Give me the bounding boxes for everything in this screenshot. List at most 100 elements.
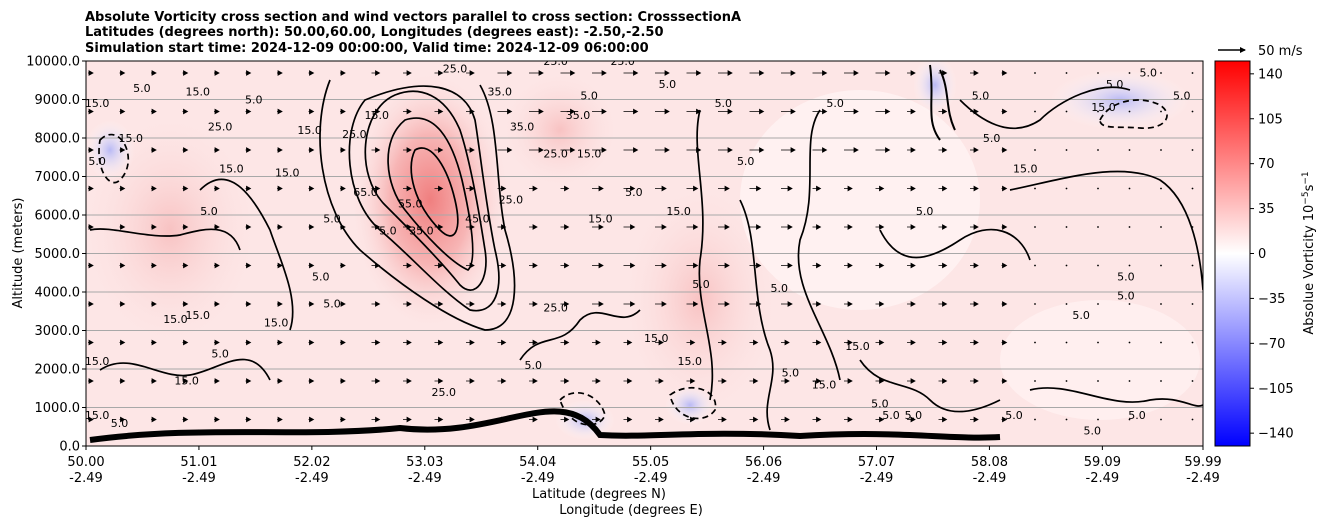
wind-vector [781,185,793,192]
wind-vector [340,147,346,153]
y-tick-label: 8000.0 [35,132,81,147]
wind-vector [497,339,507,346]
wind-vector [844,70,859,76]
wind-vector [277,70,283,76]
wind-vector [182,416,189,423]
wind-vector [560,70,576,76]
wind-vector [592,70,607,76]
contour-label: 5.0 [882,409,900,422]
wind-vector [1065,341,1068,344]
chart-title-line-1: Absolute Vorticity cross section and win… [85,10,741,25]
wind-vector [340,70,346,76]
contour-label: 5.0 [88,155,106,168]
wind-vector [749,70,765,76]
wind-vector [119,301,126,307]
wind-vector [88,108,94,115]
contour-label: 15.0 [297,124,322,137]
wind-vector [686,262,699,269]
wind-vector [560,108,576,115]
wind-vector [1001,416,1008,423]
wind-vector [308,185,315,192]
wind-vector [592,108,607,115]
wind-vector [1001,185,1008,192]
wind-vector [623,339,633,346]
wind-vector [497,416,507,423]
wind-vector [844,378,853,384]
wind-vector [1065,226,1068,228]
wind-vector [655,378,664,384]
wind-vector [844,108,859,115]
wind-vectors [88,70,1194,423]
wind-vector [655,301,667,307]
wind-vector [214,301,220,307]
contour-label: 25.0 [499,193,524,206]
x-axis: 50.00-2.4951.01-2.4952.02-2.4953.03-2.49… [67,446,1222,486]
wind-vector [214,147,220,153]
wind-vector [749,262,762,269]
x-axis-label-lat: Latitude (degrees N) [532,487,666,502]
contour-label: 5.0 [692,278,710,291]
contour-label: 5.0 [211,347,229,360]
contour-label: 55.0 [398,197,423,210]
colorbar-label-text: Absolue Vorticity 10 [1302,205,1317,335]
wind-vector [466,262,475,269]
wind-vector [1128,303,1131,305]
wind-vector [1097,149,1099,151]
wind-vector [749,108,765,115]
wind-vector [812,224,822,230]
wind-vector [970,108,979,115]
wind-vector [781,378,790,384]
wind-vector [623,416,633,423]
wind-vector [88,185,94,192]
wind-vector [907,262,916,269]
wind-vector [403,301,412,307]
contour-label: 15.0 [219,163,244,176]
wind-vector [529,416,538,423]
wind-vector [466,108,475,115]
wind-vector [340,378,346,384]
wind-vector [749,147,765,153]
wind-vector [1001,378,1008,384]
wind-vector [88,70,94,76]
contour-label: 5.0 [524,359,542,372]
y-tick-label: 6000.0 [35,209,81,224]
wind-vector [245,224,252,230]
wind-vector [686,339,696,346]
wind-vector [277,147,283,153]
contour-label: 5.0 [1005,409,1023,422]
wind-vector [308,416,315,423]
wind-vector [434,147,444,153]
wind-vector [1160,226,1162,228]
wind-vector [1160,110,1162,113]
chart-title-line-2: Latitudes (degrees north): 50.00,60.00, … [85,25,664,40]
wind-vector [308,224,315,230]
wind-vector [340,224,346,230]
contour-label: 5.0 [737,155,755,168]
wind-vector [214,378,220,384]
contour-label: 15.0 [1013,163,1038,176]
wind-vector [371,108,381,115]
wind-vector [560,147,576,153]
wind-vector [686,416,696,423]
wind-vector [592,416,601,423]
wind-vector [466,301,475,307]
wind-vector [1097,110,1099,113]
wind-vector [151,185,157,192]
wind-vector [686,378,696,384]
y-tick-label: 1000.0 [35,401,81,416]
contour-label: 5.0 [312,270,330,283]
wind-vector [749,185,762,192]
wind-vector [340,262,346,269]
wind-vector [655,108,670,115]
wind-vector [88,416,94,423]
wind-vector [1001,70,1008,76]
wind-vector [529,224,538,230]
wind-vector [434,301,444,307]
wind-vector [182,339,189,346]
wind-vector [119,224,126,230]
x-tick-label-lon: -2.49 [1086,471,1120,486]
wind-vector [623,378,633,384]
contour-label: 15.0 [364,109,389,122]
wind-vector [529,185,538,192]
wind-vector [403,147,412,153]
